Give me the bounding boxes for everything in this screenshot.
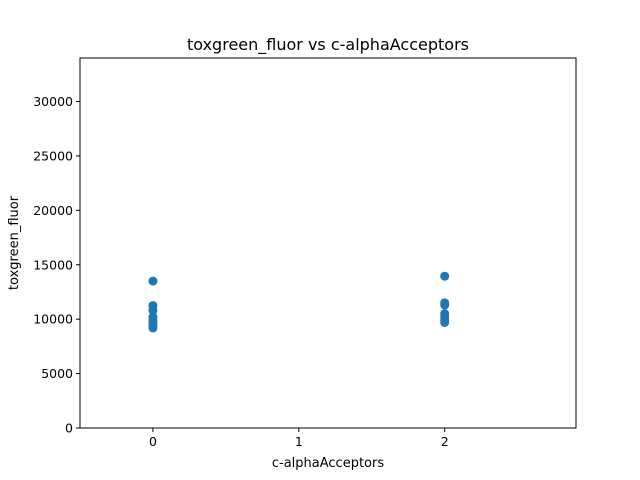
chart-title: toxgreen_fluor vs c-alphaAcceptors xyxy=(187,35,469,55)
y-tick-label: 25000 xyxy=(33,148,73,163)
data-point xyxy=(148,323,158,333)
y-tick-label: 5000 xyxy=(41,366,73,381)
y-axis-label: toxgreen_fluor xyxy=(7,195,22,290)
axes-frame xyxy=(79,57,577,429)
y-tick-label: 20000 xyxy=(33,203,73,218)
y-tick-label: 0 xyxy=(65,421,73,436)
y-tick-label: 10000 xyxy=(33,312,73,327)
x-tick-label: 1 xyxy=(295,434,303,449)
data-point xyxy=(440,271,450,281)
plot-area xyxy=(148,271,450,333)
data-point xyxy=(148,305,158,315)
x-tick-label: 0 xyxy=(149,434,157,449)
data-point xyxy=(440,317,450,327)
x-axis-label: c-alphaAcceptors xyxy=(272,456,384,471)
data-point xyxy=(148,276,158,286)
y-tick-label: 15000 xyxy=(33,257,73,272)
x-tick-label: 2 xyxy=(441,434,449,449)
data-point xyxy=(440,300,450,310)
y-tick-label: 30000 xyxy=(33,94,73,109)
